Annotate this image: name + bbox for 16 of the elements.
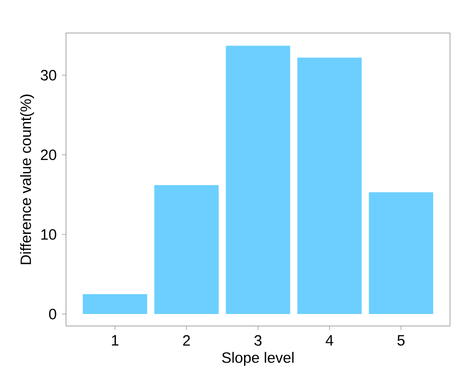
x-tick-label: 1 (112, 335, 118, 346)
x-tick-label: 3 (254, 335, 262, 346)
x-axis-title: Slope level (222, 352, 294, 366)
y-tick-label: 20 (40, 150, 56, 160)
bar (368, 192, 434, 314)
bar (226, 46, 290, 314)
y-tick-label: 10 (41, 229, 56, 240)
bar (297, 58, 362, 314)
x-tick-label: 2 (183, 335, 190, 346)
y-tick-label: 30 (40, 70, 56, 80)
bar (82, 294, 148, 314)
y-tick-label: 0 (49, 308, 56, 320)
x-tick-label: 5 (397, 335, 405, 346)
x-tick-label: 4 (326, 335, 334, 346)
bar (154, 185, 219, 314)
y-axis-title: Difference value count(%) (20, 94, 34, 264)
